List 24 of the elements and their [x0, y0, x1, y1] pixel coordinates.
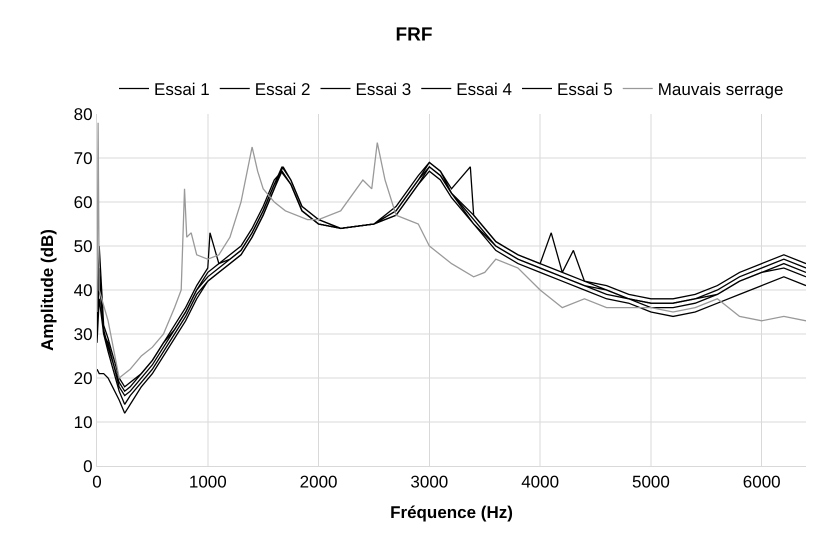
y-tick-label: 60: [74, 192, 93, 212]
x-tick-label: 6000: [742, 472, 781, 492]
y-tick-label: 50: [74, 236, 93, 256]
y-tick-label: 20: [74, 368, 93, 388]
x-tick-label: 1000: [188, 472, 227, 492]
x-tick-label: 2000: [300, 472, 338, 492]
x-tick-label: 5000: [632, 472, 670, 492]
y-tick-label: 0: [83, 456, 93, 476]
x-tick-label: 4000: [521, 472, 560, 492]
y-tick-label: 30: [74, 324, 93, 344]
legend-label: Essai 1: [154, 80, 210, 100]
legend-label: Essai 5: [557, 80, 613, 100]
y-tick-label: 10: [74, 412, 93, 432]
x-tick-label: 3000: [410, 472, 448, 492]
chart-title: FRF: [396, 24, 432, 46]
legend-label: Essai 4: [456, 80, 512, 100]
legend-label: Mauvais serrage: [658, 80, 784, 100]
legend-label: Essai 3: [356, 80, 412, 100]
y-tick-label: 80: [74, 104, 93, 124]
x-axis-title: Fréquence (Hz): [390, 502, 513, 522]
y-tick-label: 40: [74, 280, 93, 300]
y-tick-label: 70: [74, 148, 93, 168]
y-axis-title: Amplitude (dB): [38, 229, 58, 351]
legend-label: Essai 2: [254, 80, 310, 100]
